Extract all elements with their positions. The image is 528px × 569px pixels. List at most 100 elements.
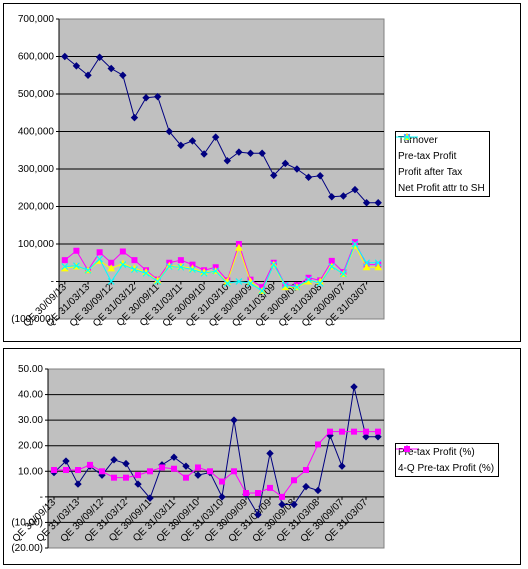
data-point — [339, 270, 347, 278]
data-point — [84, 266, 92, 274]
y-tick-label: 40.00 — [18, 390, 43, 401]
data-point — [61, 52, 69, 61]
data-point — [254, 511, 262, 519]
data-point — [207, 468, 213, 475]
legend-entry: Pre-tax Profit — [396, 134, 489, 164]
data-point — [72, 262, 80, 270]
data-point — [165, 127, 173, 136]
series-line — [53, 386, 378, 517]
data-point — [134, 480, 142, 488]
y-tick-label: 300,000 — [18, 164, 55, 175]
y-tick-label: 600,000 — [18, 52, 55, 63]
plot-area — [47, 368, 385, 549]
data-point — [267, 484, 273, 491]
data-point — [219, 478, 225, 485]
data-point — [339, 428, 345, 435]
data-point — [302, 482, 310, 491]
legend-label: Pre-tax Profit (%) — [398, 446, 475, 458]
data-point — [153, 92, 162, 101]
data-point — [362, 263, 371, 271]
data-point — [142, 94, 150, 102]
data-point — [304, 173, 313, 181]
series-line — [64, 56, 379, 204]
data-point — [230, 416, 238, 424]
series-line — [64, 244, 379, 292]
legend-label: Turnover — [398, 134, 438, 146]
data-point — [374, 199, 382, 207]
data-point — [171, 465, 177, 472]
y-tick-label: 500,000 — [18, 89, 55, 100]
turnover-profit-chart-panel: (100,000) - 100,000 200,000 300,000 400,000 50… — [3, 3, 521, 342]
y-tick-label: 50.00 — [18, 364, 43, 375]
data-point — [293, 283, 301, 291]
data-point — [62, 457, 70, 465]
data-point — [107, 278, 115, 285]
data-point — [123, 474, 129, 481]
data-point — [61, 257, 68, 264]
data-point — [350, 383, 358, 391]
data-point — [72, 62, 81, 70]
data-point — [177, 263, 185, 271]
data-point — [293, 165, 301, 173]
data-point — [363, 428, 369, 435]
data-point — [107, 64, 115, 73]
legend-swatch — [396, 446, 418, 452]
legend-label: 4-Q Pre-tax Profit (%) — [398, 462, 495, 474]
data-point — [107, 264, 116, 272]
legend-entry: Profit after Tax — [396, 132, 489, 180]
legend-label: Profit after Tax — [398, 166, 463, 178]
data-point — [223, 279, 231, 287]
data-point — [281, 159, 290, 168]
data-point — [182, 462, 190, 470]
y-tick-label: (10.00) — [11, 517, 43, 528]
series-line — [64, 240, 379, 288]
profit-percent-chart-panel: (20.00) (10.00) - 10.00 20.00 30.00 40.00 50.00… — [3, 348, 521, 565]
data-point — [159, 464, 165, 471]
data-point — [351, 240, 359, 248]
data-point — [246, 149, 255, 157]
data-point — [200, 269, 208, 277]
y-tick-label: 700,000 — [18, 14, 55, 25]
data-point — [63, 467, 69, 474]
data-point — [235, 243, 243, 251]
data-point — [374, 263, 383, 271]
data-point — [290, 500, 298, 509]
data-point — [189, 266, 196, 273]
data-point — [270, 171, 278, 180]
data-point — [84, 71, 92, 79]
data-point — [266, 449, 274, 458]
data-point — [270, 261, 278, 269]
y-tick-label: (100,000) — [11, 314, 54, 325]
legend-label: Pre-tax Profit — [398, 150, 457, 162]
data-point — [130, 113, 139, 122]
y-tick-label: 100,000 — [18, 239, 55, 250]
data-point — [338, 462, 346, 470]
data-point — [170, 453, 178, 461]
data-point — [258, 149, 266, 157]
data-point — [135, 472, 141, 479]
legend-entry: 4-Q Pre-tax Profit (%) — [396, 446, 498, 476]
y-tick-label: 10.00 — [18, 466, 43, 477]
data-point — [328, 193, 336, 201]
data-point — [375, 428, 381, 435]
y-tick-label: 20.00 — [18, 441, 43, 452]
data-point — [122, 459, 130, 468]
legend-label: Net Profit attr to SH — [398, 182, 485, 194]
chart-legend: Pre-tax Profit (%) 4-Q Pre-tax Profit (%) — [395, 443, 500, 477]
data-point — [281, 281, 289, 289]
data-point — [99, 468, 105, 475]
data-point — [165, 263, 173, 270]
data-point — [195, 464, 201, 471]
data-point — [314, 486, 322, 495]
y-tick-label: 400,000 — [18, 127, 55, 138]
profit-percent-chart: (20.00) (10.00) - 10.00 20.00 30.00 40.00 50.00… — [11, 364, 385, 554]
data-point — [247, 279, 254, 287]
data-point — [303, 467, 309, 474]
legend-entry: Net Profit attr to SH — [396, 133, 489, 196]
data-point — [131, 266, 138, 273]
data-point — [231, 468, 237, 475]
data-point — [235, 148, 243, 156]
legend-swatch — [396, 133, 418, 141]
data-point — [362, 199, 371, 207]
data-point — [211, 133, 220, 141]
